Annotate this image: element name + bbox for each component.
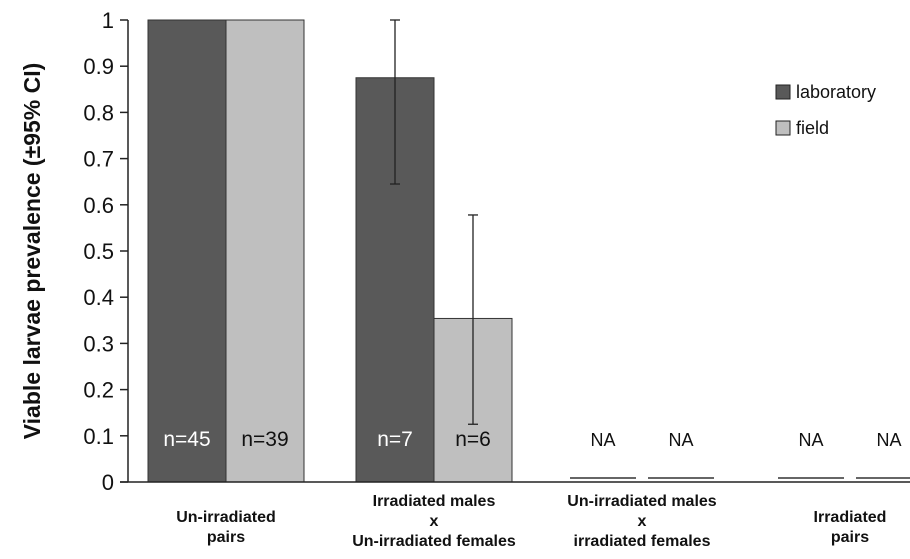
category-label: Irradiated males xyxy=(373,493,496,510)
y-tick-label: 0.6 xyxy=(83,193,114,218)
category-label: Irradiated xyxy=(814,509,887,526)
n-label: n=39 xyxy=(241,428,288,451)
bar-laboratory-0 xyxy=(147,19,227,483)
category-label: x xyxy=(638,513,647,530)
legend: laboratory field xyxy=(775,82,876,138)
category-label: Un-irradiated xyxy=(176,509,276,526)
category-label: irradiated females xyxy=(574,533,711,550)
legend-label-laboratory: laboratory xyxy=(796,82,876,102)
bar-field-0 xyxy=(225,19,305,483)
category-label: x xyxy=(430,513,439,530)
na-label: NA xyxy=(798,430,823,450)
category-label: Un-irradiated females xyxy=(352,533,516,550)
axis-layer: 0 0.1 0.2 0.3 0.4 0.5 0.6 0.7 0.8 0.9 1 Viable larv… xyxy=(19,8,910,495)
y-tick-label: 1 xyxy=(102,8,114,33)
y-tick-label: 0.1 xyxy=(83,424,114,449)
y-tick-label: 0.2 xyxy=(83,378,114,403)
y-axis-label: Viable larvae prevalence (±95% CI) xyxy=(19,63,45,440)
legend-swatch-laboratory xyxy=(775,84,791,100)
y-tick-label: 0 xyxy=(102,470,114,495)
n-label: n=7 xyxy=(377,428,413,451)
y-tick-label: 0.7 xyxy=(83,147,114,172)
y-tick-label: 0.3 xyxy=(83,331,114,356)
n-label: n=45 xyxy=(163,428,210,451)
category-label: pairs xyxy=(831,529,869,546)
labels-layer: n=45 n=39 Un-irradiated pairs n=7 n=6 Irradiat… xyxy=(163,428,910,550)
bars-layer xyxy=(147,19,513,483)
n-label: n=6 xyxy=(455,428,491,451)
legend-label-field: field xyxy=(796,118,829,138)
na-label: NA xyxy=(590,430,615,450)
y-tick-label: 0.4 xyxy=(83,285,114,310)
y-tick-label: 0.8 xyxy=(83,100,114,125)
legend-swatch-field xyxy=(775,120,791,136)
na-label: NA xyxy=(668,430,693,450)
na-label: NA xyxy=(876,430,901,450)
category-label: Un-irradiated males xyxy=(567,493,716,510)
category-label: pairs xyxy=(207,529,245,546)
y-tick-label: 0.9 xyxy=(83,54,114,79)
y-tick-label: 0.5 xyxy=(83,239,114,264)
